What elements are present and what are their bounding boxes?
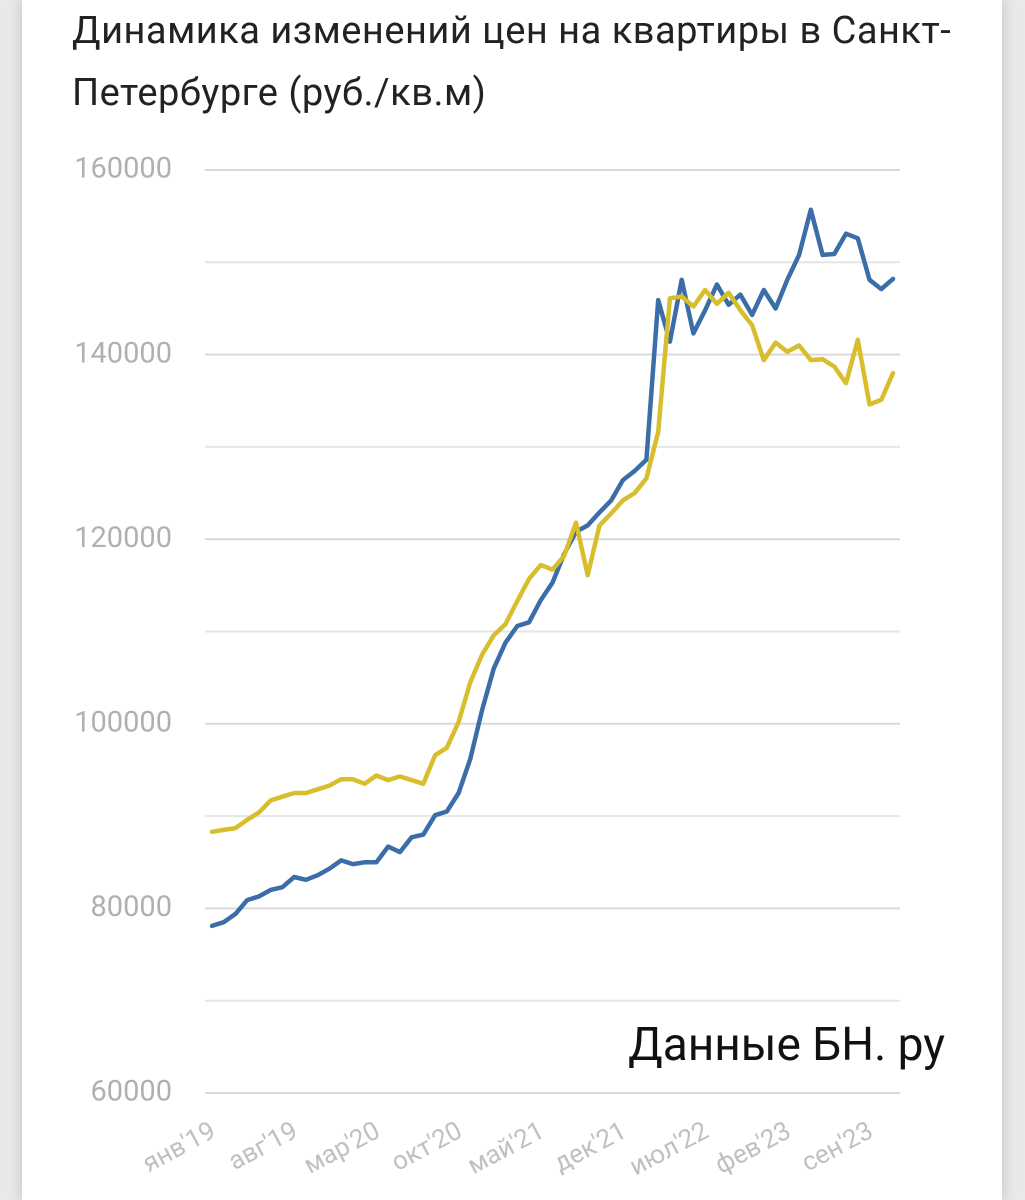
x-tick-label: мар'20 (299, 1116, 385, 1181)
series-line (209, 207, 896, 929)
x-tick-label: май'21 (463, 1116, 550, 1181)
x-tick-label: дек'21 (549, 1116, 631, 1179)
x-tick-label: сен'23 (797, 1116, 878, 1178)
y-tick-label: 100000 (74, 705, 172, 739)
chart-title: Динамика изменений цен на квартиры в Сан… (72, 9, 952, 115)
x-tick-label: янв'19 (138, 1116, 221, 1179)
series-line (209, 287, 896, 835)
y-tick-label: 120000 (74, 521, 172, 555)
x-tick-label: окт'20 (386, 1116, 467, 1178)
x-tick-label: авг'19 (224, 1116, 303, 1177)
y-tick-label: 60000 (91, 1075, 173, 1109)
y-tick-label: 80000 (91, 890, 173, 924)
annotation: Данные БН. ру (628, 1018, 945, 1072)
y-tick-label: 160000 (74, 152, 172, 186)
x-tick-label: июл'22 (625, 1116, 714, 1182)
y-tick-label: 140000 (74, 336, 172, 370)
x-tick-label: фев'23 (710, 1116, 796, 1181)
